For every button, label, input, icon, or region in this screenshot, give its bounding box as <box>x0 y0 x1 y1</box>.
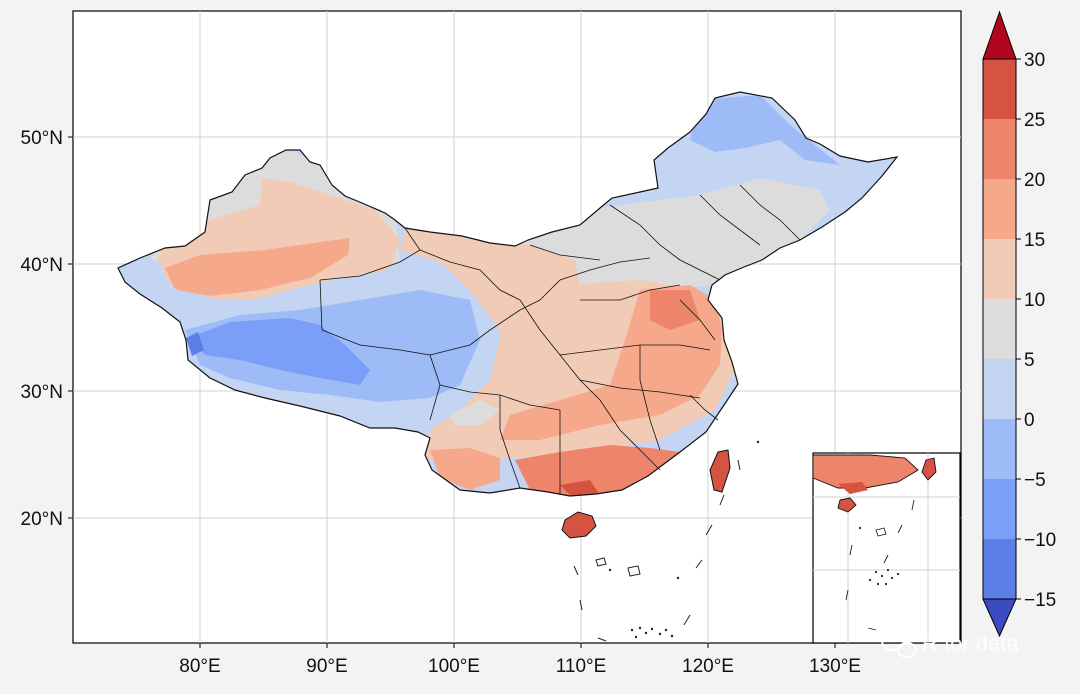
lon-tick-label: 130°E <box>809 656 861 677</box>
colorbar: 30 25 20 15 10 5 0 −5 −10 −15 <box>982 10 1056 638</box>
colorbar-swatch <box>983 479 1016 539</box>
colorbar-swatch <box>983 419 1016 479</box>
colorbar-label: −10 <box>1024 530 1056 551</box>
temperature-contours <box>118 92 897 496</box>
taiwan-island <box>709 449 731 493</box>
colorbar-label: 10 <box>1024 290 1045 311</box>
colorbar-label: 5 <box>1024 350 1035 371</box>
south-sea-dashes <box>573 459 741 642</box>
lat-tick-label: 30°N <box>21 382 63 403</box>
latitude-axis: 20°N 30°N 40°N 50°N <box>21 128 73 530</box>
lat-tick-label: 50°N <box>21 128 63 149</box>
lon-tick-label: 100°E <box>428 656 480 677</box>
lon-tick-label: 80°E <box>179 656 220 677</box>
colorbar-swatch <box>983 59 1016 119</box>
inset-map <box>812 452 961 644</box>
colorbar-swatch <box>983 539 1016 599</box>
lon-tick-label: 120°E <box>682 656 734 677</box>
colorbar-label: −5 <box>1024 470 1046 491</box>
province-borders <box>319 184 801 495</box>
colorbar-swatch <box>983 239 1016 299</box>
colorbar-swatch <box>983 299 1016 359</box>
longitude-axis: 80°E 90°E 100°E 110°E 120°E 130°E <box>179 643 861 677</box>
colorbar-swatch <box>983 119 1016 179</box>
colorbar-extend-max <box>982 10 1017 60</box>
south-sea-islands <box>608 440 760 639</box>
colorbar-label: 25 <box>1024 110 1045 131</box>
colorbar-label: 20 <box>1024 170 1045 191</box>
colorbar-label: 30 <box>1024 50 1045 71</box>
lat-tick-label: 20°N <box>21 509 63 530</box>
colorbar-label: 0 <box>1024 410 1035 431</box>
lon-tick-label: 90°E <box>306 656 347 677</box>
colorbar-swatch <box>983 359 1016 419</box>
colorbar-frame <box>982 58 1017 600</box>
colorbar-label: 15 <box>1024 230 1045 251</box>
colorbar-swatch <box>983 179 1016 239</box>
colorbar-label: −15 <box>1024 590 1056 611</box>
lon-tick-label: 110°E <box>556 656 607 677</box>
wechat-icon <box>881 631 917 658</box>
watermark-text: R for data <box>922 631 1019 656</box>
hainan-island <box>561 511 597 539</box>
watermark: R for data <box>881 631 1019 658</box>
lat-tick-label: 40°N <box>21 255 63 276</box>
